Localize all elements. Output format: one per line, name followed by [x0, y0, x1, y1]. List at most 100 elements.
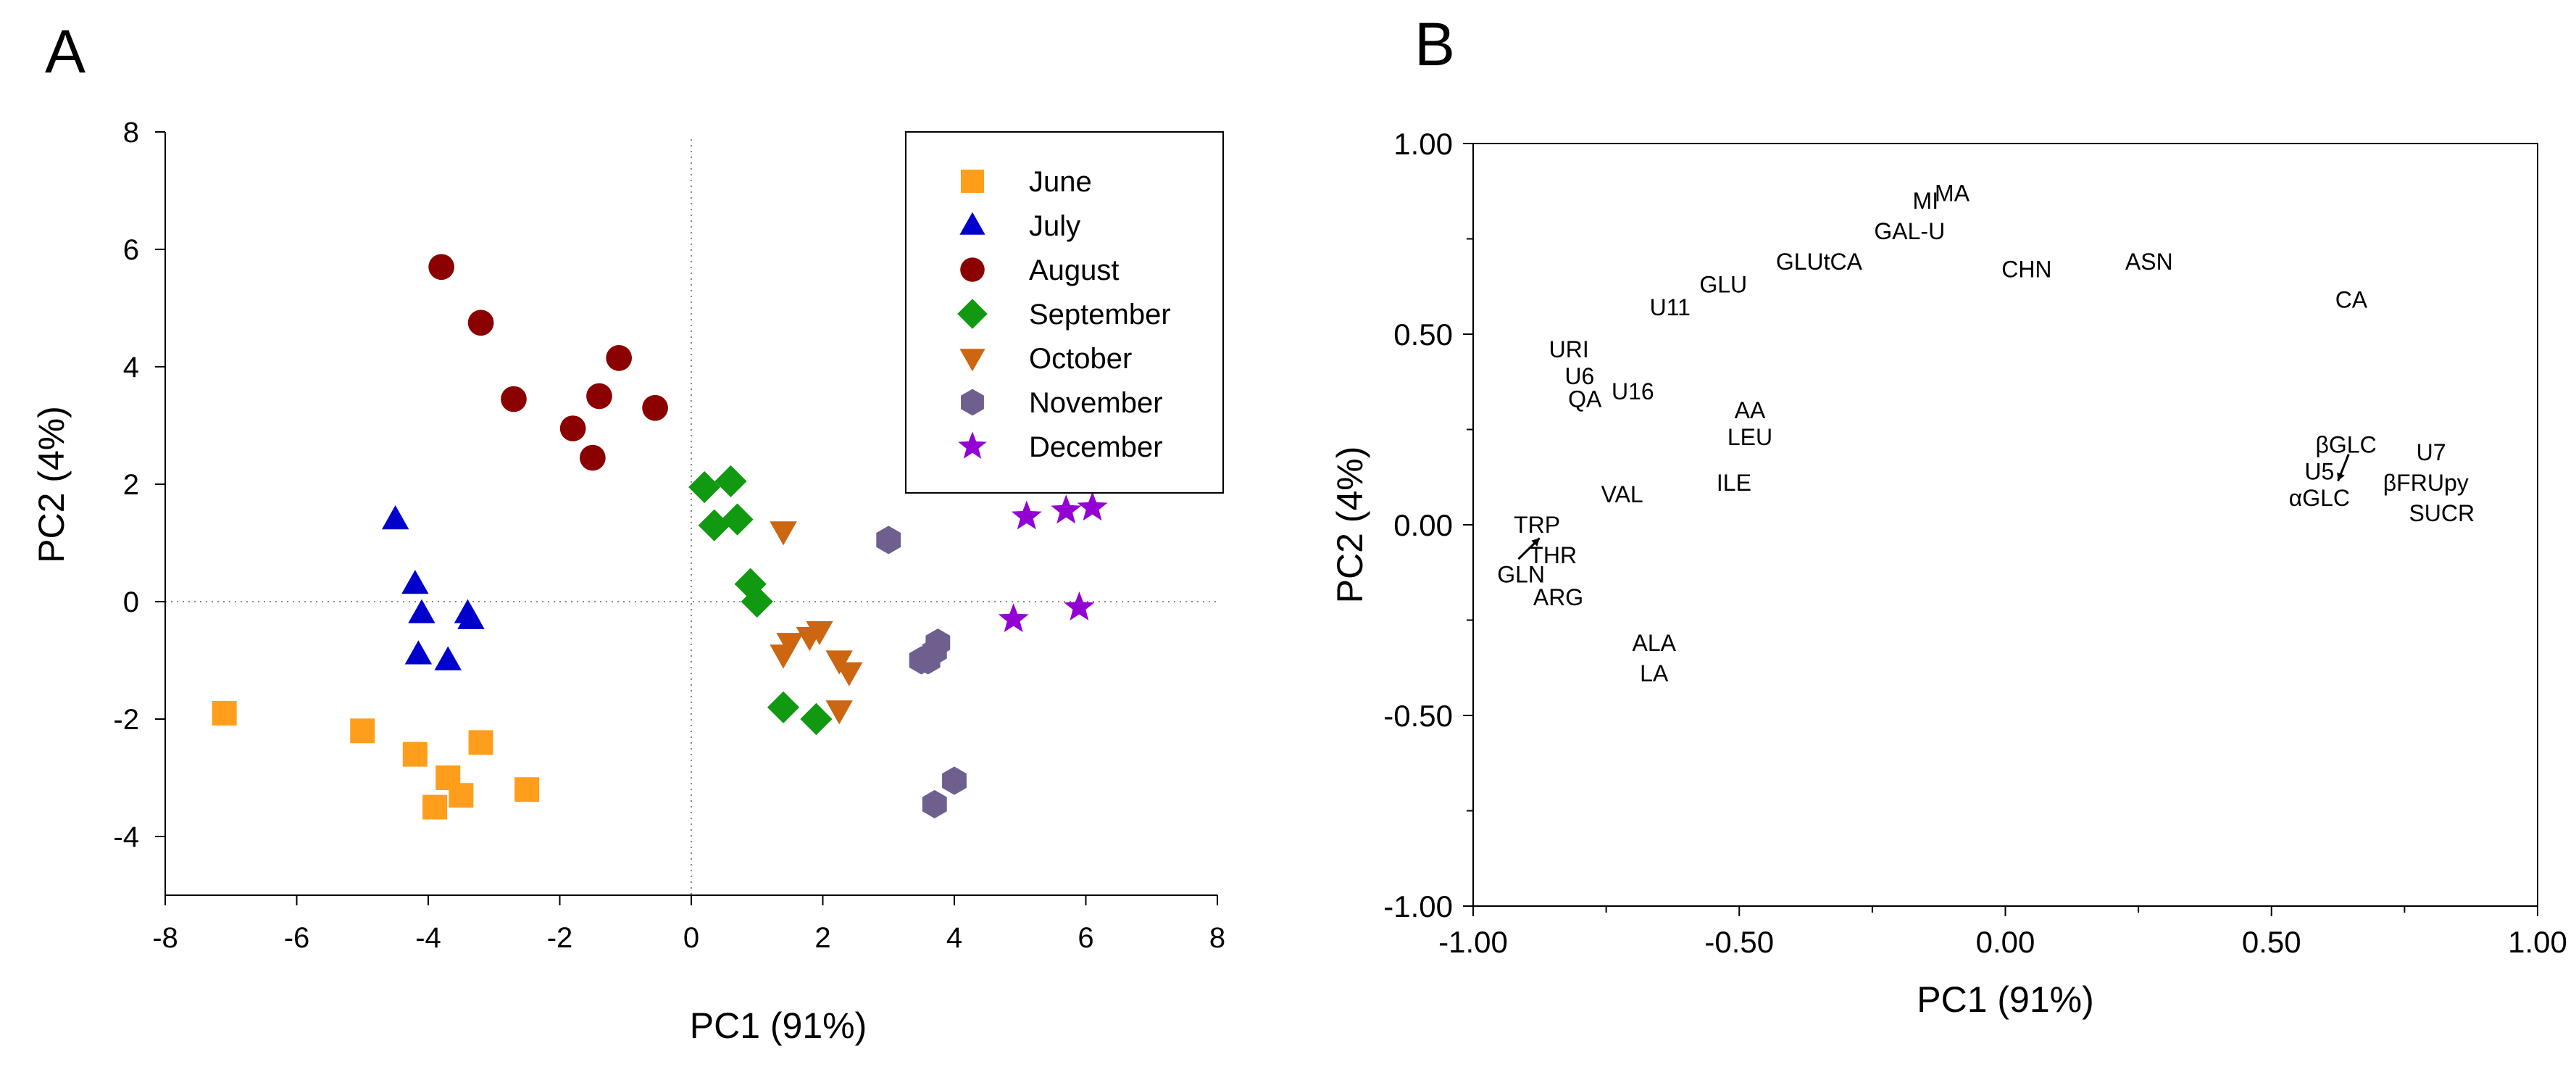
data-point-july	[434, 646, 462, 670]
y-tick-label: -2	[113, 704, 139, 736]
data-point-september	[688, 470, 721, 504]
x-tick-label-b: 1.00	[2508, 925, 2567, 959]
loading-label: U5	[2304, 458, 2334, 484]
legend-label-august: August	[1029, 254, 1120, 286]
x-tick-label: 0	[683, 922, 699, 954]
data-point-october	[835, 662, 863, 686]
x-tick-label: 6	[1077, 922, 1093, 954]
data-point-august	[580, 444, 606, 471]
y-axis-title-b: PC2 (4%)	[1330, 447, 1370, 604]
data-point-december	[1051, 494, 1082, 524]
x-tick-label-b: 0.50	[2242, 925, 2301, 959]
data-point-august	[467, 310, 494, 336]
loading-label: MI	[1913, 188, 1939, 214]
data-point-june	[422, 794, 448, 820]
y-tick-label: 4	[123, 352, 139, 383]
data-point-july	[404, 640, 433, 665]
data-point-december	[1064, 591, 1095, 620]
legend-label-june: June	[1029, 166, 1092, 198]
y-tick-label: 6	[123, 234, 139, 266]
panel-a-label: A	[45, 17, 86, 86]
loading-label: βFRUpy	[2383, 470, 2469, 496]
data-point-october	[770, 644, 797, 669]
x-tick-label: -4	[415, 922, 441, 954]
data-point-november	[876, 526, 901, 555]
data-point-july	[381, 505, 409, 530]
panel-b-label: B	[1414, 10, 1455, 78]
loading-label: VAL	[1601, 481, 1643, 507]
y-tick-label: -4	[113, 821, 139, 853]
scatter-chart-a: -8 -6 -4 -2 0 2 4 6 8 -4 -2 0 2 4 6 8 PC1 (91%) PC2 (4%…	[31, 117, 1225, 1046]
data-point-july	[408, 599, 435, 623]
pointer-arrows	[1517, 454, 2350, 560]
legend-box	[905, 131, 1224, 494]
data-point-june	[402, 742, 428, 767]
data-point-november	[922, 789, 947, 818]
data-point-october	[806, 620, 833, 646]
x-tick-label-b: -0.50	[1704, 925, 1774, 959]
y-tick-label-b: 0.00	[1393, 508, 1453, 542]
data-point-september	[800, 702, 833, 736]
legend-label-october: October	[1029, 343, 1132, 375]
reference-lines	[165, 139, 1217, 895]
legend-label-september: September	[1029, 299, 1171, 331]
data-point-september	[714, 465, 747, 498]
x-tick-label: 8	[1209, 922, 1225, 954]
x-tick-label: 2	[814, 922, 830, 954]
legend-marker-september	[957, 299, 988, 329]
loading-label: LEU	[1727, 424, 1772, 450]
data-point-august	[428, 254, 455, 281]
data-point-september	[721, 503, 754, 536]
loading-label: ARG	[1533, 584, 1583, 610]
loading-label: AA	[1735, 397, 1766, 423]
data-point-july	[457, 605, 485, 629]
data-point-june	[212, 700, 237, 726]
loading-label: GLUtCA	[1776, 249, 1863, 275]
data-point-december	[1011, 500, 1042, 530]
axis-ticks-b: -1.00 -0.50 0.00 0.50 1.00 -1.00 -0.50 0.00 0.50…	[1383, 127, 2567, 959]
y-axis-title-a: PC2 (4%)	[31, 406, 72, 563]
data-point-november	[942, 766, 967, 795]
loading-label: U7	[2417, 439, 2446, 465]
x-tick-label: -8	[152, 922, 178, 954]
loading-label: GAL-U	[1874, 218, 1945, 244]
arrow-u5-head	[2337, 472, 2345, 481]
loading-label: LA	[1640, 660, 1669, 686]
legend: June July August September October November De…	[905, 131, 1224, 494]
y-tick-label: 2	[123, 469, 139, 501]
legend-label-july: July	[1029, 210, 1080, 242]
legend-marker-october	[959, 349, 985, 372]
data-point-july	[401, 570, 429, 594]
loading-label: MA	[1935, 180, 1970, 206]
data-point-september	[698, 509, 730, 541]
legend-marker-december	[958, 431, 987, 459]
data-point-june	[468, 730, 493, 755]
x-tick-label: 4	[946, 922, 962, 954]
loading-label: U11	[1650, 294, 1691, 320]
data-point-august	[559, 415, 586, 441]
loading-label: THR	[1529, 542, 1577, 568]
data-point-october	[825, 700, 853, 725]
loading-label: URI	[1549, 336, 1589, 362]
loading-label: QA	[1568, 386, 1602, 412]
legend-label-december: December	[1029, 431, 1163, 463]
x-axis-title-b: PC1 (91%)	[1917, 979, 2094, 1020]
legend-marker-june	[961, 170, 984, 193]
x-tick-label-b: 0.00	[1976, 925, 2035, 959]
data-point-december	[1077, 491, 1108, 521]
loading-label: ALA	[1632, 630, 1676, 656]
loading-label: GLN	[1497, 561, 1545, 587]
data-point-august	[586, 383, 612, 410]
x-tick-label: -6	[284, 922, 310, 954]
loading-label: αGLC	[2289, 485, 2350, 511]
data-point-december	[998, 603, 1029, 633]
y-tick-label-b: -1.00	[1383, 889, 1453, 923]
y-tick-label-b: -0.50	[1383, 699, 1453, 733]
data-point-june	[514, 777, 540, 802]
y-tick-label-b: 0.50	[1393, 317, 1453, 352]
legend-marker-july	[959, 212, 985, 235]
loading-label: CA	[2335, 287, 2368, 313]
data-point-november	[915, 646, 941, 675]
